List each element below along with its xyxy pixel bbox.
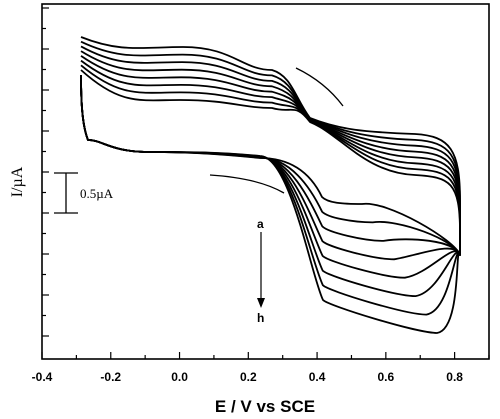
x-tick-label: 0.0 <box>171 370 188 384</box>
plot-frame <box>41 3 490 360</box>
x-axis-title: E / V vs SCE <box>215 397 315 416</box>
x-tick-label: 0.8 <box>446 370 463 384</box>
cv-curve-h <box>80 69 461 334</box>
cv-curve-b <box>80 40 461 256</box>
trend-arrow: a h <box>257 217 265 325</box>
arrow-label-start: a <box>257 217 264 231</box>
cv-curve-f <box>80 59 461 297</box>
reverse-scan-direction-curve <box>209 174 285 194</box>
cv-curve-d <box>80 50 461 261</box>
cv-curve-e <box>80 55 461 279</box>
x-tick-label: 0.6 <box>378 370 395 384</box>
scale-bar-label: 0.5µA <box>80 186 114 201</box>
voltammogram-curves <box>80 36 461 334</box>
x-tick-label: -0.4 <box>32 370 53 384</box>
arrow-label-end: h <box>257 311 264 325</box>
x-axis-ticks: -0.4 -0.2 0.0 0.2 0.4 0.6 0.8 <box>32 352 490 384</box>
y-axis-ticks <box>42 7 49 337</box>
x-tick-label: 0.2 <box>240 370 257 384</box>
y-axis-title: I/µA <box>9 166 26 197</box>
x-tick-label: -0.2 <box>100 370 121 384</box>
forward-scan-direction-curve <box>295 67 344 107</box>
scale-bar: 0.5µA <box>54 172 114 214</box>
x-tick-label: 0.4 <box>309 370 326 384</box>
